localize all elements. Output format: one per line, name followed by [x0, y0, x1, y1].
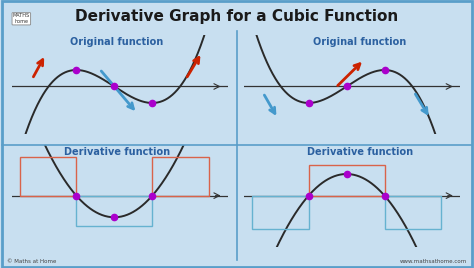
Text: Original function: Original function: [313, 37, 407, 47]
Text: © Maths at Home: © Maths at Home: [7, 259, 56, 264]
Bar: [20, 158, 76, 196]
Text: www.mathsathome.com: www.mathsathome.com: [400, 259, 467, 264]
Text: Derivative function: Derivative function: [307, 147, 413, 157]
Bar: [152, 158, 209, 196]
Text: Derivative function: Derivative function: [64, 147, 170, 157]
Bar: [384, 196, 441, 229]
Bar: [309, 165, 384, 196]
Text: Original function: Original function: [70, 37, 164, 47]
Bar: [76, 196, 152, 226]
Text: Derivative Graph for a Cubic Function: Derivative Graph for a Cubic Function: [75, 9, 399, 24]
Text: MATHS
home: MATHS home: [13, 13, 30, 24]
Bar: [252, 196, 309, 229]
